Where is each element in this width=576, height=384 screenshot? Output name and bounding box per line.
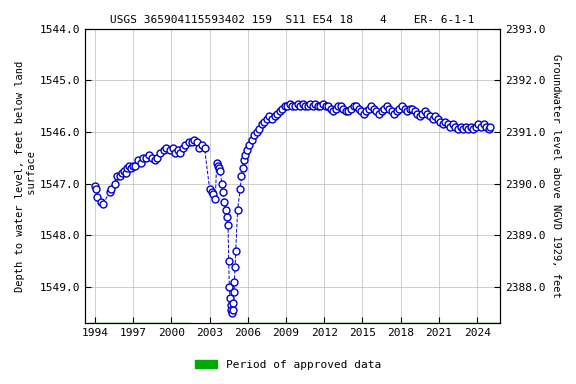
Legend: Period of approved data: Period of approved data <box>191 356 385 375</box>
Y-axis label: Groundwater level above NGVD 1929, feet: Groundwater level above NGVD 1929, feet <box>551 54 561 298</box>
Title: USGS 365904115593402 159  S11 E54 18    4    ER- 6-1-1: USGS 365904115593402 159 S11 E54 18 4 ER… <box>110 15 475 25</box>
Y-axis label: Depth to water level, feet below land
 surface: Depth to water level, feet below land su… <box>15 60 37 291</box>
